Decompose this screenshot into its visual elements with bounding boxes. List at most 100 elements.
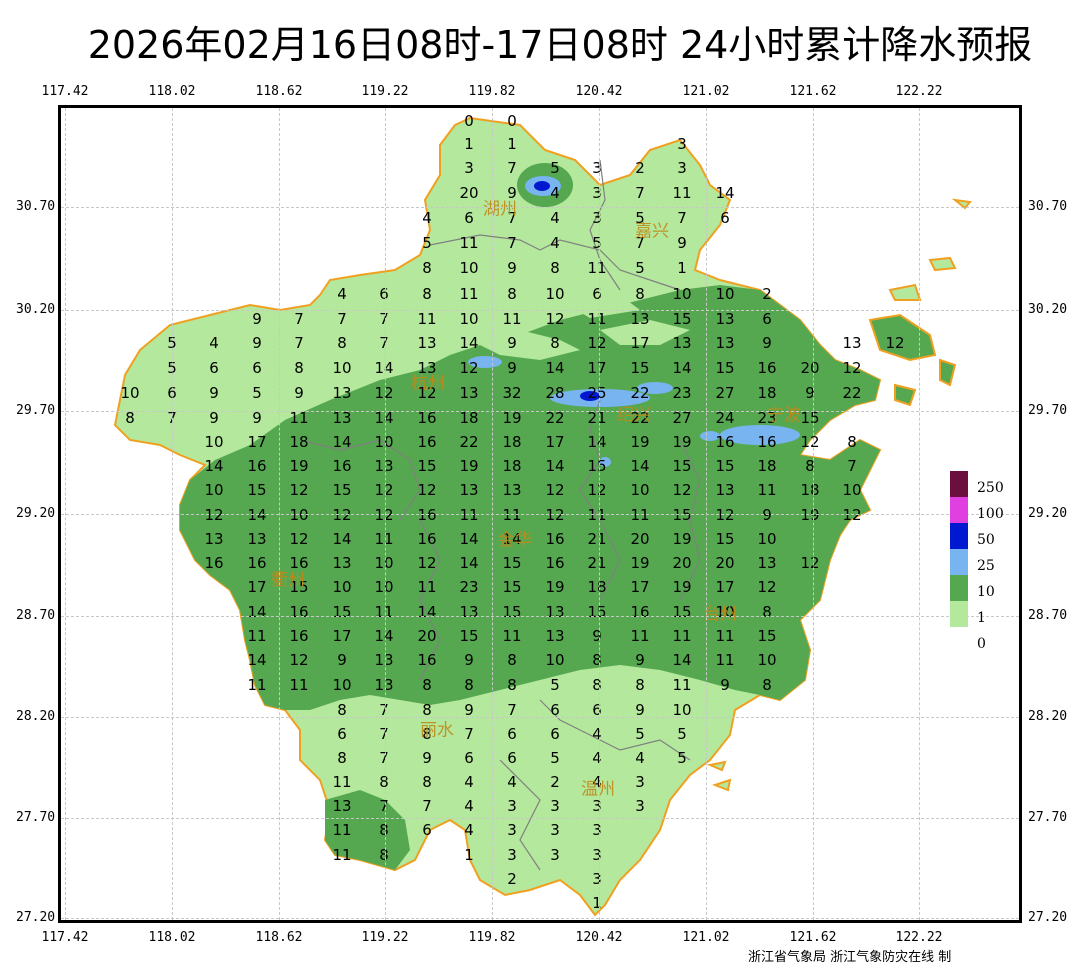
station-value: 12 — [417, 481, 437, 499]
x-tick-label: 119.22 — [361, 930, 409, 945]
station-value: 11 — [502, 310, 522, 328]
station-value: 11 — [459, 285, 479, 303]
station-value: 21 — [587, 554, 607, 572]
station-value: 23 — [757, 409, 777, 427]
station-value: 4 — [550, 184, 560, 202]
station-value: 3 — [592, 846, 602, 864]
station-value: 16 — [757, 433, 777, 451]
station-value: 14 — [630, 457, 650, 475]
station-value: 13 — [545, 627, 565, 645]
x-tick-label: 121.02 — [682, 930, 730, 945]
station-value: 25 — [587, 384, 607, 402]
station-value: 4 — [337, 285, 347, 303]
station-value: 8 — [550, 259, 560, 277]
station-value: 16 — [289, 603, 309, 621]
station-value: 9 — [507, 359, 517, 377]
station-value: 11 — [417, 578, 437, 596]
station-value: 12 — [800, 433, 820, 451]
station-value: 10 — [120, 384, 140, 402]
station-value: 18 — [289, 433, 309, 451]
station-value: 14 — [374, 627, 394, 645]
x-tick-label: 119.82 — [468, 930, 516, 945]
chart-title: 2026年02月16日08时-17日08时 24小时累计降水预报 — [87, 23, 1033, 67]
station-value: 3 — [507, 797, 517, 815]
station-value: 8 — [507, 676, 517, 694]
station-value: 1 — [464, 135, 474, 153]
station-value: 20 — [672, 554, 692, 572]
station-value: 8 — [337, 701, 347, 719]
station-value: 5 — [252, 384, 262, 402]
station-value: 7 — [464, 725, 474, 743]
station-value: 12 — [545, 481, 565, 499]
station-value: 13 — [332, 384, 352, 402]
station-value: 14 — [459, 554, 479, 572]
station-value: 4 — [635, 749, 645, 767]
station-value: 13 — [715, 310, 735, 328]
station-value: 9 — [252, 409, 262, 427]
city-label: 丽水 — [420, 720, 454, 741]
station-value: 15 — [587, 457, 607, 475]
station-value: 3 — [635, 773, 645, 791]
station-value: 3 — [677, 159, 687, 177]
station-value: 13 — [630, 310, 650, 328]
station-value: 10 — [332, 676, 352, 694]
station-value: 12 — [885, 334, 905, 352]
station-value: 6 — [422, 821, 432, 839]
city-label: 衢州 — [271, 570, 305, 591]
station-value: 15 — [672, 506, 692, 524]
station-value: 27 — [715, 384, 735, 402]
station-value: 7 — [294, 334, 304, 352]
station-value: 9 — [422, 749, 432, 767]
x-tick-label: 121.62 — [789, 84, 837, 99]
station-value: 3 — [550, 846, 560, 864]
station-value: 13 — [672, 334, 692, 352]
station-value: 9 — [805, 384, 815, 402]
station-value: 12 — [289, 530, 309, 548]
station-value: 23 — [672, 384, 692, 402]
station-value: 14 — [715, 184, 735, 202]
y-tick-label: 29.20 — [1028, 506, 1068, 521]
station-value: 13 — [374, 676, 394, 694]
station-value: 12 — [800, 554, 820, 572]
moderate-rain-sw — [325, 790, 410, 870]
station-value: 8 — [805, 457, 815, 475]
station-value: 15 — [587, 603, 607, 621]
station-value: 16 — [417, 409, 437, 427]
station-value: 14 — [374, 359, 394, 377]
station-value: 10 — [757, 651, 777, 669]
precipitation-map — [113, 116, 972, 917]
station-value: 8 — [464, 676, 474, 694]
station-value: 15 — [715, 530, 735, 548]
x-tick-label: 120.42 — [575, 930, 623, 945]
station-value: 8 — [379, 846, 389, 864]
station-value: 5 — [677, 749, 687, 767]
station-value: 19 — [800, 506, 820, 524]
station-value: 15 — [715, 457, 735, 475]
station-value: 7 — [294, 310, 304, 328]
y-tick-label: 29.20 — [16, 506, 56, 521]
station-value: 4 — [550, 234, 560, 252]
legend-swatch — [950, 575, 968, 601]
station-value: 28 — [545, 384, 565, 402]
station-value: 16 — [289, 554, 309, 572]
station-value: 22 — [545, 409, 565, 427]
station-value: 2 — [550, 773, 560, 791]
station-value: 4 — [422, 209, 432, 227]
station-value: 11 — [374, 530, 394, 548]
legend-label: 250 — [977, 480, 1004, 496]
station-value: 14 — [247, 603, 267, 621]
station-value: 9 — [677, 234, 687, 252]
station-value: 8 — [635, 676, 645, 694]
station-value: 15 — [800, 409, 820, 427]
y-tick-label: 28.20 — [1028, 709, 1068, 724]
station-value: 20 — [630, 530, 650, 548]
station-value: 6 — [464, 749, 474, 767]
station-value: 8 — [422, 773, 432, 791]
station-value: 6 — [209, 359, 219, 377]
city-label: 绍兴 — [617, 405, 651, 426]
y-tick-label: 28.70 — [1028, 608, 1068, 623]
y-tick-label: 30.20 — [1028, 302, 1068, 317]
legend-swatch — [950, 523, 968, 549]
station-value: 12 — [757, 578, 777, 596]
x-tick-label: 121.62 — [789, 930, 837, 945]
